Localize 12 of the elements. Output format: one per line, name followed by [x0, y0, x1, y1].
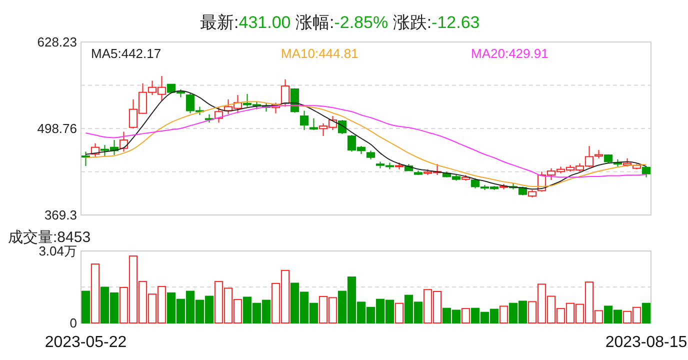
chart-title: 最新:431.00 涨幅:-2.85% 涨跌:-12.63: [200, 13, 480, 32]
y-tick-label: 369.3: [44, 208, 77, 223]
text: MA10:444.81: [281, 46, 358, 61]
x-tick-label: 2023-08-15: [605, 334, 688, 351]
y-tick-label: 628.23: [37, 34, 77, 50]
y-tick-label: 0: [70, 316, 77, 331]
x-tick-label: 2023-05-22: [44, 334, 127, 351]
text: MA20:429.91: [471, 46, 548, 61]
y-tick-label: 3.04万: [38, 244, 77, 259]
chart-title: 成交量:8453: [8, 229, 91, 246]
text: MA5:442.17: [91, 46, 162, 61]
y-tick-label: 498.76: [37, 121, 77, 136]
